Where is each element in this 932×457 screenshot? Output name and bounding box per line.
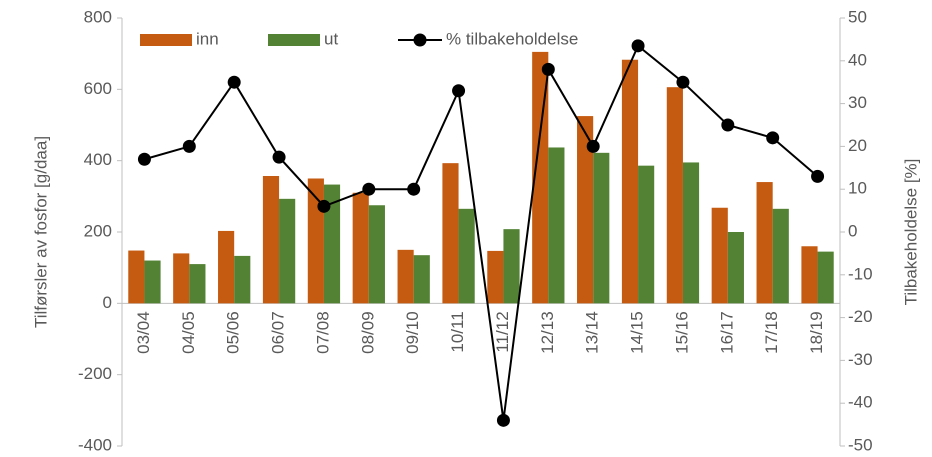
x-tick-label: 06/07 xyxy=(269,311,288,354)
line-marker xyxy=(586,139,600,153)
x-tick-label: 12/13 xyxy=(538,311,557,354)
y2-tick-label: 30 xyxy=(848,93,867,112)
bar xyxy=(173,253,190,304)
bar xyxy=(548,147,565,304)
legend-swatch xyxy=(140,34,192,46)
bar xyxy=(279,198,296,304)
bar xyxy=(144,260,161,304)
bar xyxy=(577,116,594,304)
bar xyxy=(397,249,414,304)
bar xyxy=(262,176,280,304)
y2-tick-label: 20 xyxy=(848,136,867,155)
line-marker xyxy=(407,182,421,196)
line-marker xyxy=(766,131,780,145)
legend-label: inn xyxy=(196,29,219,48)
line-marker xyxy=(272,150,286,164)
bar xyxy=(727,232,744,304)
bar xyxy=(638,165,655,304)
y-axis-label: Tilførsler av fosfor [g/daa] xyxy=(31,136,50,328)
bar xyxy=(368,205,385,304)
y2-tick-label: -30 xyxy=(848,350,873,369)
x-tick-label: 17/18 xyxy=(762,311,781,354)
line-marker xyxy=(362,182,376,196)
bar xyxy=(323,184,341,304)
x-tick-label: 09/10 xyxy=(403,311,422,354)
x-tick-label: 10/11 xyxy=(448,311,467,352)
bar xyxy=(682,162,700,304)
y2-tick-label: -10 xyxy=(848,264,873,283)
bar xyxy=(352,192,369,304)
x-tick-label: 08/09 xyxy=(358,311,377,354)
x-tick-label: 16/17 xyxy=(717,311,736,354)
x-tick-label: 04/05 xyxy=(179,311,198,354)
legend-swatch xyxy=(268,34,320,46)
y-tick-label: -400 xyxy=(78,435,112,454)
y2-axis-label: Tilbakeholdelse [%] xyxy=(901,159,920,306)
bar xyxy=(801,246,818,304)
line-marker xyxy=(182,139,196,153)
bar xyxy=(487,250,504,304)
line-marker xyxy=(721,118,735,132)
y2-tick-label: 40 xyxy=(848,50,867,69)
legend-label: ut xyxy=(324,29,338,48)
y-tick-label: 200 xyxy=(84,221,112,240)
x-tick-label: 03/04 xyxy=(134,311,153,354)
y2-tick-label: 50 xyxy=(848,7,867,26)
line-marker xyxy=(137,152,151,166)
line xyxy=(144,44,819,421)
line-marker xyxy=(317,199,331,213)
x-tick-label: 13/14 xyxy=(583,311,602,354)
y2-tick-label: -40 xyxy=(848,393,873,412)
y2-tick-label: 10 xyxy=(848,179,867,198)
bar xyxy=(413,255,430,304)
line-marker xyxy=(676,75,690,89)
bar xyxy=(772,208,789,304)
line-marker xyxy=(452,84,466,98)
bar xyxy=(218,230,235,304)
y-tick-label: 400 xyxy=(84,150,112,169)
x-tick-label: 15/16 xyxy=(672,311,691,354)
line-marker xyxy=(811,169,825,183)
bar xyxy=(128,250,145,304)
bar xyxy=(666,87,683,304)
x-tick-label: 18/19 xyxy=(807,311,826,354)
legend-label: % tilbakeholdelse xyxy=(446,29,578,48)
y-tick-label: -200 xyxy=(78,364,112,383)
line-marker xyxy=(496,413,510,427)
line-marker xyxy=(227,75,241,89)
bar xyxy=(189,264,206,304)
y2-tick-label: 0 xyxy=(848,221,857,240)
x-tick-label: 05/06 xyxy=(224,311,243,354)
line-marker xyxy=(631,39,645,53)
bar xyxy=(711,207,728,304)
x-tick-label: 11/12 xyxy=(493,311,512,352)
x-tick-label: 07/08 xyxy=(313,311,332,354)
x-tick-label: 14/15 xyxy=(628,311,647,354)
y-tick-label: 600 xyxy=(84,79,112,98)
bar xyxy=(532,51,549,304)
bar xyxy=(817,251,834,304)
line-marker xyxy=(541,62,555,76)
y-tick-label: 800 xyxy=(84,7,112,26)
y2-tick-label: -50 xyxy=(848,435,873,454)
bar xyxy=(503,229,520,304)
y2-tick-label: -20 xyxy=(848,307,873,326)
bar xyxy=(458,208,475,304)
bar xyxy=(234,255,251,304)
bar xyxy=(621,59,639,304)
y-tick-label: 0 xyxy=(103,293,112,312)
bar xyxy=(756,182,773,304)
bar xyxy=(593,152,610,304)
legend-swatch-marker xyxy=(413,33,427,47)
bar xyxy=(442,163,459,304)
